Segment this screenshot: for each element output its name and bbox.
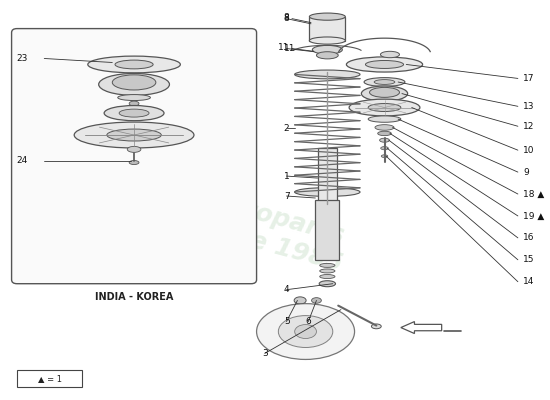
Text: 8: 8	[283, 13, 289, 22]
Ellipse shape	[312, 45, 342, 54]
Ellipse shape	[88, 56, 180, 73]
Text: 15: 15	[524, 255, 535, 264]
Ellipse shape	[368, 116, 401, 122]
Ellipse shape	[311, 298, 321, 303]
Ellipse shape	[74, 122, 194, 148]
Bar	[17, 370, 82, 387]
Ellipse shape	[375, 125, 394, 130]
Polygon shape	[401, 322, 442, 334]
Text: 11: 11	[278, 43, 289, 52]
Text: 3: 3	[262, 349, 268, 358]
Text: 6: 6	[306, 317, 311, 326]
Text: 14: 14	[524, 277, 535, 286]
Text: 17: 17	[524, 74, 535, 83]
Text: 11: 11	[284, 44, 295, 53]
Text: 24: 24	[16, 156, 28, 166]
Text: 19 ▲: 19 ▲	[524, 212, 544, 220]
Ellipse shape	[294, 297, 306, 304]
Bar	[310, 17, 345, 40]
Text: 4: 4	[284, 285, 289, 294]
Ellipse shape	[129, 160, 139, 164]
Ellipse shape	[316, 52, 338, 59]
Ellipse shape	[127, 146, 141, 152]
Ellipse shape	[349, 99, 420, 116]
Text: 23: 23	[16, 54, 28, 63]
Ellipse shape	[365, 60, 404, 68]
Ellipse shape	[381, 146, 388, 150]
Ellipse shape	[112, 75, 156, 90]
Ellipse shape	[346, 57, 422, 72]
Bar	[317, 148, 337, 204]
Bar	[315, 200, 339, 260]
Ellipse shape	[371, 324, 381, 329]
Text: ▲ = 1: ▲ = 1	[38, 374, 62, 383]
Ellipse shape	[381, 51, 399, 58]
Text: 16: 16	[524, 233, 535, 242]
Text: 2: 2	[284, 124, 289, 133]
Ellipse shape	[98, 74, 169, 95]
Ellipse shape	[119, 109, 149, 117]
Text: 7: 7	[284, 192, 289, 200]
Text: 18 ▲: 18 ▲	[524, 190, 544, 198]
Ellipse shape	[361, 86, 408, 101]
Text: 12: 12	[524, 122, 535, 131]
Ellipse shape	[295, 70, 360, 79]
Ellipse shape	[364, 78, 405, 86]
Ellipse shape	[320, 269, 335, 273]
Ellipse shape	[310, 13, 345, 20]
Text: 1: 1	[284, 172, 289, 180]
Ellipse shape	[295, 324, 316, 338]
Ellipse shape	[374, 80, 395, 84]
Ellipse shape	[368, 104, 401, 112]
Ellipse shape	[370, 87, 399, 97]
Ellipse shape	[278, 316, 333, 348]
Ellipse shape	[256, 304, 355, 360]
Ellipse shape	[381, 155, 388, 158]
Ellipse shape	[320, 274, 335, 278]
Text: europarts
since 1985: europarts since 1985	[193, 187, 353, 276]
FancyBboxPatch shape	[12, 28, 256, 284]
Ellipse shape	[319, 281, 336, 287]
Ellipse shape	[118, 94, 150, 100]
Ellipse shape	[295, 188, 360, 196]
Ellipse shape	[104, 106, 164, 121]
Ellipse shape	[107, 129, 161, 141]
Ellipse shape	[115, 60, 153, 69]
Text: 9: 9	[524, 168, 529, 176]
Text: INDIA - KOREA: INDIA - KOREA	[95, 292, 173, 302]
Text: 13: 13	[524, 102, 535, 111]
Text: 5: 5	[284, 317, 289, 326]
Text: 10: 10	[524, 146, 535, 155]
Ellipse shape	[379, 138, 389, 142]
Ellipse shape	[310, 37, 345, 44]
Ellipse shape	[320, 263, 335, 267]
Text: 8: 8	[284, 14, 289, 23]
Ellipse shape	[378, 131, 391, 136]
Ellipse shape	[129, 101, 139, 106]
